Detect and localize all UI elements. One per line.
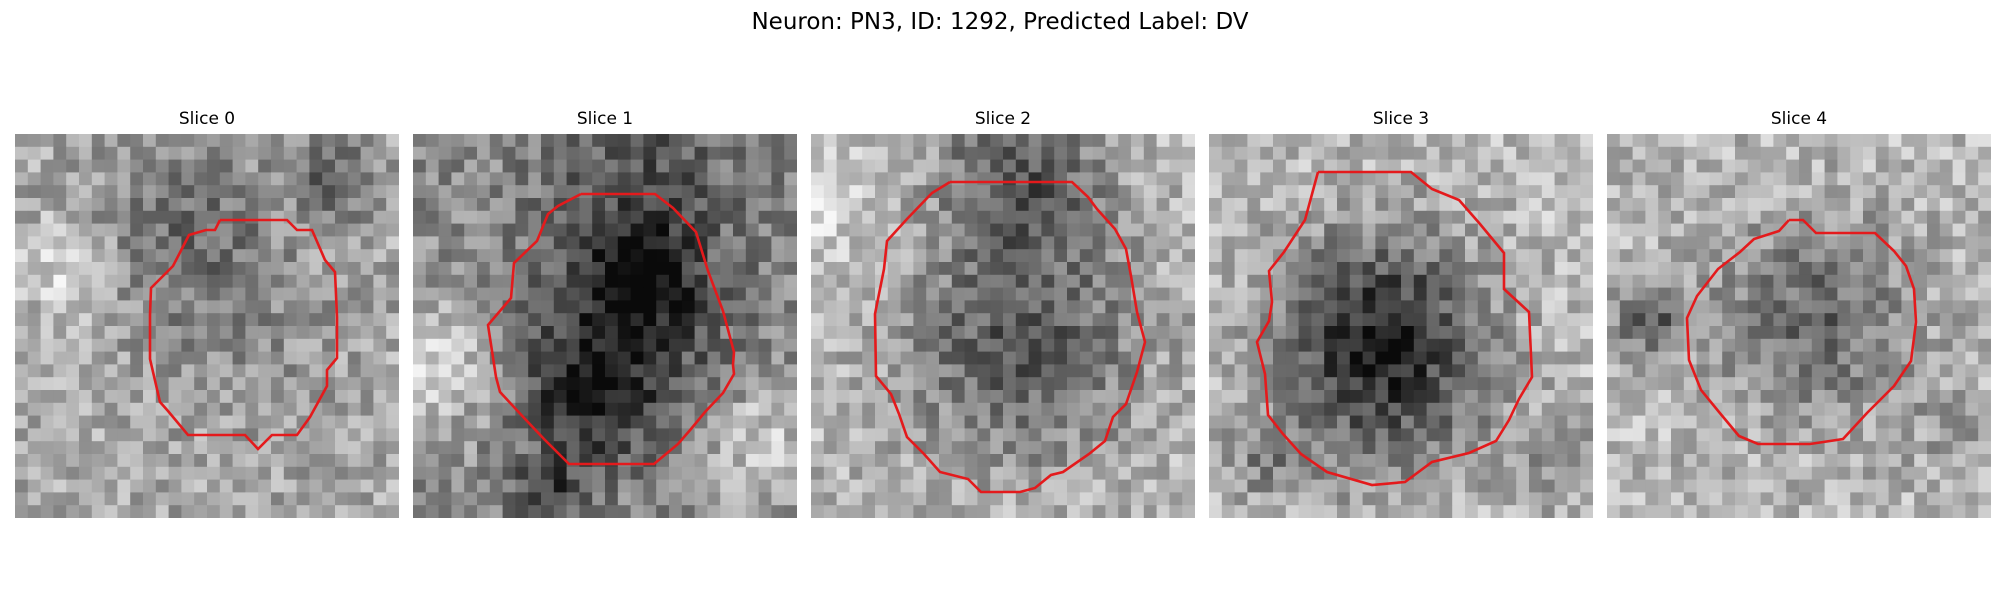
slice-image-0 <box>15 134 399 518</box>
slice-image-3 <box>1209 134 1593 518</box>
slice-title-2: Slice 2 <box>974 109 1032 129</box>
figure-title: Neuron: PN3, ID: 1292, Predicted Label: … <box>751 9 1249 35</box>
pixel-grid-1 <box>413 134 797 518</box>
segmentation-contour-3 <box>1255 170 1534 487</box>
slice-image-4 <box>1607 134 1991 518</box>
slice-title-4: Slice 4 <box>1770 109 1828 129</box>
slice-title-3: Slice 3 <box>1372 109 1430 129</box>
slice-title-0: Slice 0 <box>178 109 236 129</box>
slice-image-2 <box>811 134 1195 518</box>
segmentation-contour-4 <box>1685 218 1918 446</box>
slice-title-1: Slice 1 <box>576 109 634 129</box>
segmentation-contour-1 <box>486 192 736 466</box>
segmentation-contour-2 <box>873 180 1147 494</box>
pixel-grid-4 <box>1607 134 1991 518</box>
pixel-grid-0 <box>15 134 399 518</box>
segmentation-contour-0 <box>148 218 339 451</box>
pixel-grid-3 <box>1209 134 1593 518</box>
slice-image-1 <box>413 134 797 518</box>
pixel-grid-2 <box>811 134 1195 518</box>
